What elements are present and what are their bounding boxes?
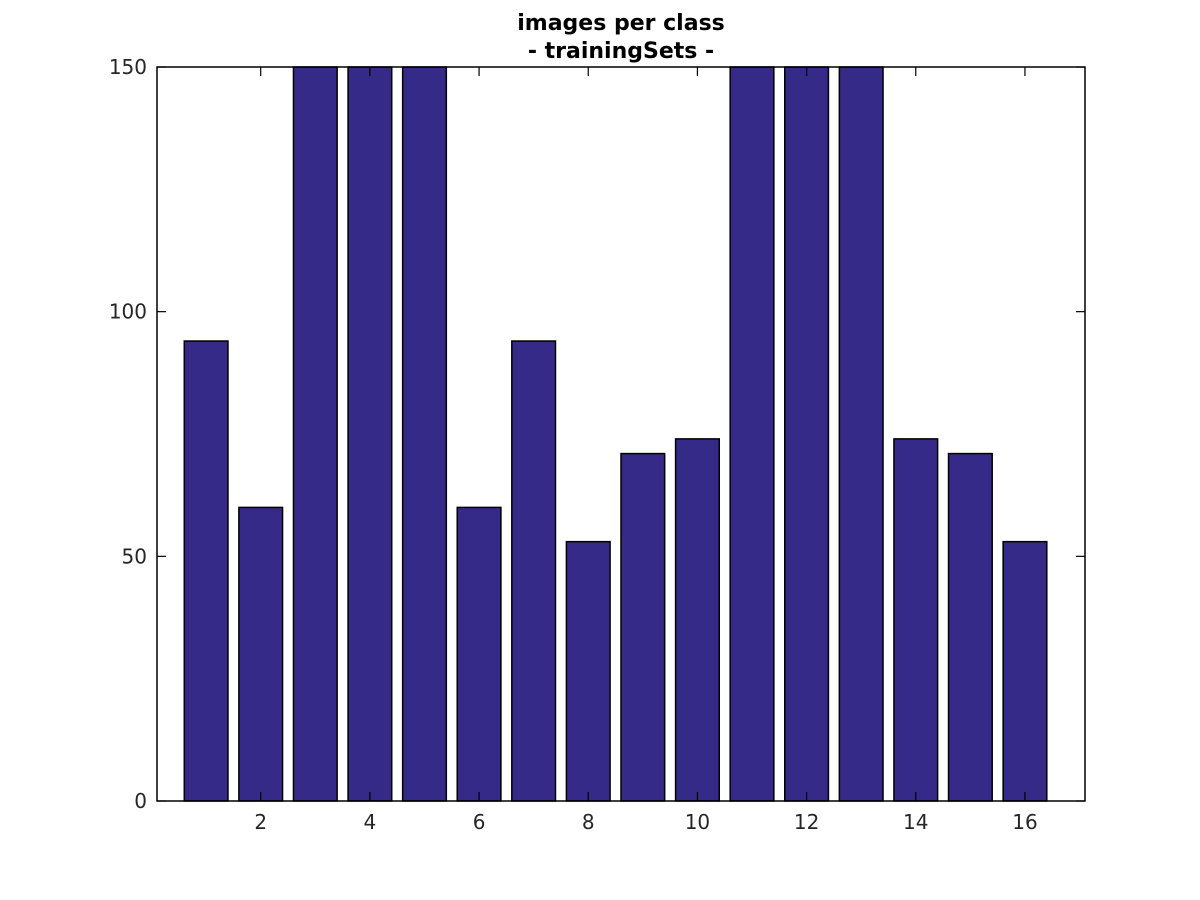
x-tick-label-2: 2 bbox=[254, 810, 267, 834]
bar-8 bbox=[565, 540, 611, 802]
bar-13 bbox=[838, 66, 884, 802]
x-tick-label-16: 16 bbox=[1012, 810, 1037, 834]
bar-11 bbox=[729, 66, 775, 802]
y-tick-label-0: 0 bbox=[134, 789, 147, 813]
bar-5 bbox=[401, 66, 448, 802]
x-tick-label-10: 10 bbox=[685, 810, 710, 834]
y-tick-label-150: 150 bbox=[109, 55, 147, 79]
bar-6 bbox=[456, 506, 502, 802]
x-tick-label-4: 4 bbox=[364, 810, 377, 834]
bar-2 bbox=[238, 506, 284, 802]
x-tick-label-14: 14 bbox=[903, 810, 928, 834]
x-tick-label-12: 12 bbox=[794, 810, 819, 834]
bar-4 bbox=[347, 66, 393, 802]
bar-7 bbox=[511, 340, 557, 802]
plot-area-frame bbox=[156, 66, 1086, 802]
y-tick-label-50: 50 bbox=[122, 544, 147, 568]
bar-12 bbox=[784, 66, 830, 802]
bar-10 bbox=[674, 438, 721, 802]
bar-1 bbox=[183, 340, 229, 802]
chart-title: images per class bbox=[517, 11, 725, 36]
bar-15 bbox=[947, 452, 993, 802]
chart-subtitle: - trainingSets - bbox=[528, 39, 714, 64]
bars-group bbox=[183, 66, 1048, 802]
x-tick-label-8: 8 bbox=[582, 810, 595, 834]
x-tick-label-6: 6 bbox=[473, 810, 486, 834]
bar-16 bbox=[1002, 540, 1048, 802]
y-tick-label-100: 100 bbox=[109, 300, 147, 324]
bar-3 bbox=[292, 66, 338, 802]
bar-9 bbox=[620, 452, 666, 802]
ticks-group: 2 4 6 8 10 12 14 16 0 50 100 150 bbox=[109, 55, 1085, 834]
bar-14 bbox=[893, 438, 939, 802]
